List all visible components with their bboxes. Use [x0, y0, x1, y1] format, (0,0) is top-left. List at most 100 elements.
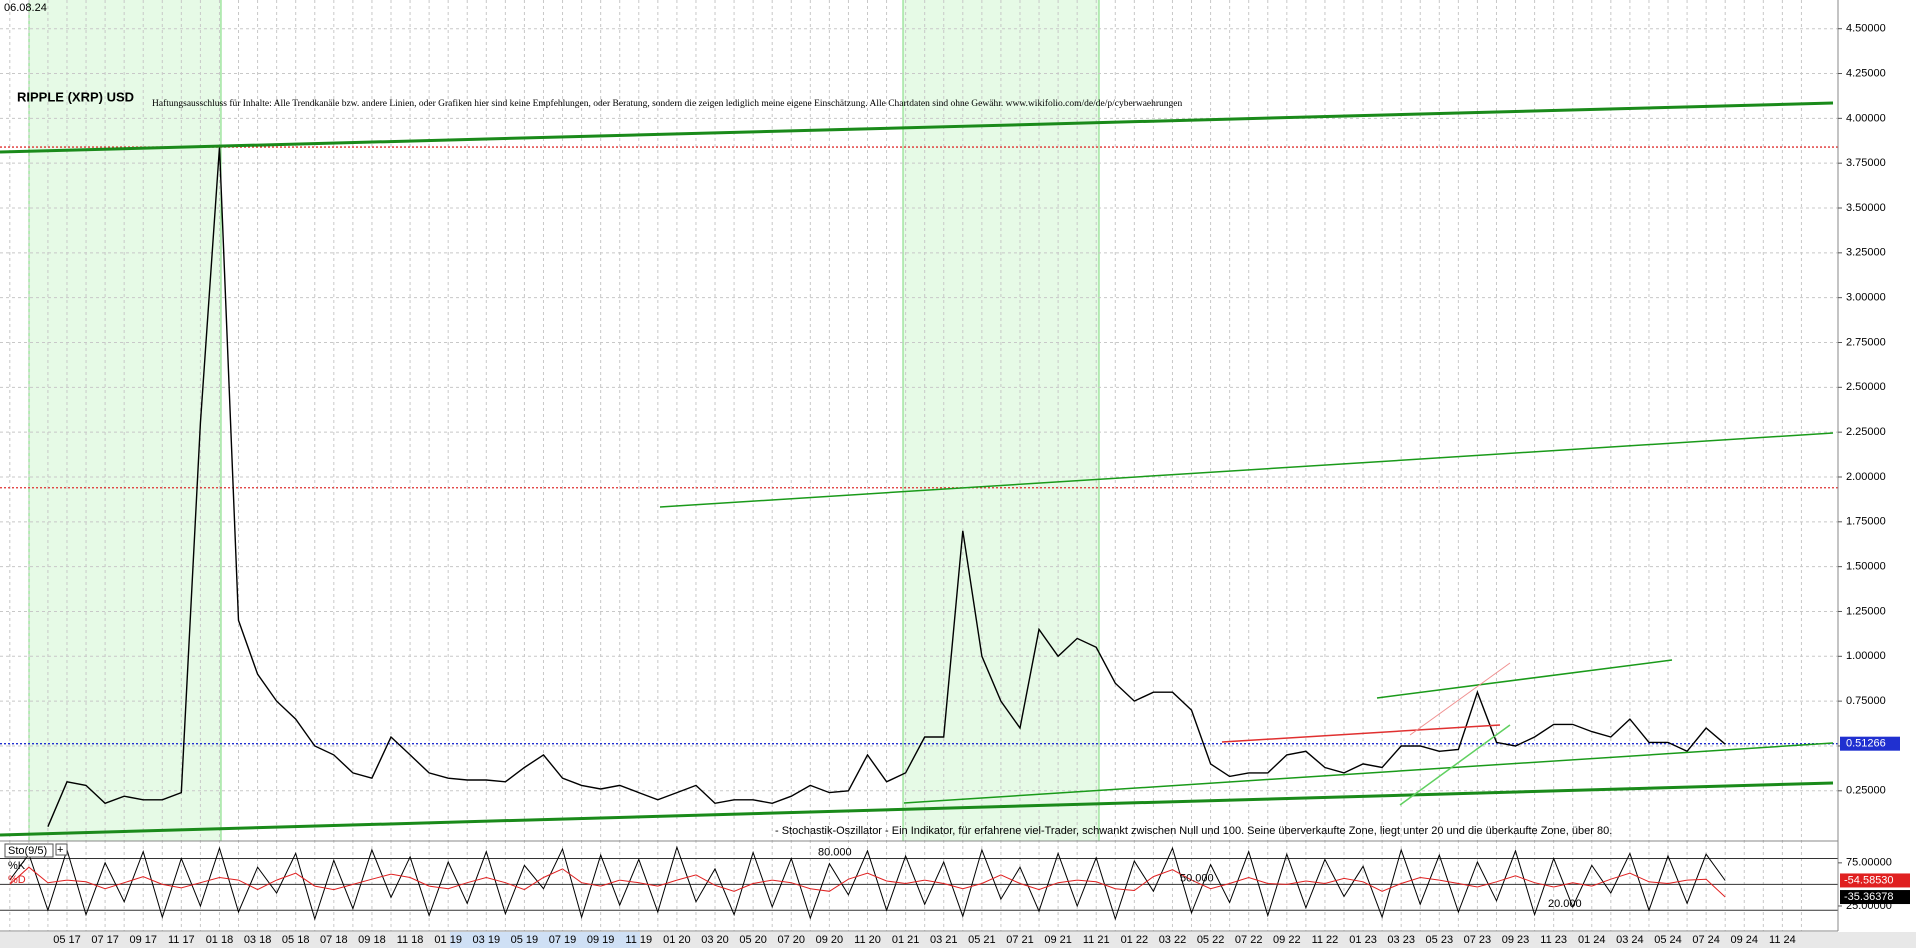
x-tick-label: 01 20: [663, 934, 691, 946]
x-tick-label: 05 20: [739, 934, 767, 946]
y-tick-label: 3.75000: [1846, 157, 1886, 169]
y-tick-label: 0.75000: [1846, 695, 1886, 707]
x-tick-label: 09 24: [1730, 934, 1758, 946]
y-tick-label: 0.25000: [1846, 785, 1886, 797]
x-tick-label: 09 18: [358, 934, 386, 946]
x-tick-label: 03 23: [1387, 934, 1415, 946]
x-tick-label: 09 21: [1044, 934, 1072, 946]
level-label: 50.000: [1180, 872, 1214, 884]
y-tick-label: 3.50000: [1846, 202, 1886, 214]
legend-label: %D: [8, 874, 26, 886]
x-tick-label: 11 21: [1083, 934, 1110, 946]
x-tick-label: 09 22: [1273, 934, 1301, 946]
trendline: [903, 742, 1834, 804]
y-tick-label: 4.50000: [1846, 23, 1886, 35]
x-tick-label: 01 18: [206, 934, 234, 946]
x-tick-label: 01 19: [434, 934, 462, 946]
x-tick-label: 11 19: [625, 934, 652, 946]
x-tick-label: 05 21: [968, 934, 996, 946]
x-tick-label: 01 21: [892, 934, 920, 946]
marks: [0, 146, 1838, 921]
x-tick-label: 07 23: [1464, 934, 1492, 946]
note: - Stochastik-Oszillator - Ein Indikator,…: [775, 825, 1612, 837]
x-tick-label: 05 17: [53, 934, 81, 946]
x-tick-label: 11 20: [854, 934, 881, 946]
x-tick-label: 07 18: [320, 934, 348, 946]
x-tick-label: 03 22: [1159, 934, 1187, 946]
x-tick-label: 03 24: [1616, 934, 1644, 946]
x-tick-label: 09 23: [1502, 934, 1530, 946]
trendline: [0, 781, 1834, 837]
series-line: [9, 845, 1726, 921]
expand-icon[interactable]: +: [57, 844, 63, 856]
x-tick-label: 07 17: [91, 934, 119, 946]
legend-label: %K: [8, 860, 26, 872]
x-tick-label: 09 20: [816, 934, 844, 946]
x-tick-label: 11 18: [397, 934, 424, 946]
x-tick-label: 07 20: [777, 934, 805, 946]
trendlines: [0, 101, 1834, 837]
y-tick-label: 4.25000: [1846, 67, 1886, 79]
x-tick-label: 07 21: [1006, 934, 1034, 946]
y-tick-label: 1.25000: [1846, 605, 1886, 617]
value-badge: [1840, 736, 1900, 751]
x-tick-label: 03 21: [930, 934, 958, 946]
indicator-box: [4, 843, 54, 858]
value-badge: [1840, 890, 1910, 905]
value-badge-label: 0.51266: [1846, 738, 1886, 750]
x-tick-label: 09 17: [129, 934, 157, 946]
value-badge-label: -54.58530: [1844, 874, 1894, 886]
x-tick-label: 07 22: [1235, 934, 1263, 946]
value-badge: [1840, 873, 1910, 888]
y-tick-label: 3.00000: [1846, 292, 1886, 304]
x-tick-label: 11 24: [1769, 934, 1796, 946]
x-tick-label: 11 17: [168, 934, 195, 946]
x-tick-label: 03 19: [473, 934, 501, 946]
level-label: 80.000: [818, 846, 852, 858]
trendline: [1399, 724, 1511, 806]
x-tick-label: 07 24: [1692, 934, 1720, 946]
date-label: 06.08.24: [4, 2, 47, 14]
x-tick-label: 01 23: [1349, 934, 1377, 946]
disclaimer: Haftungsausschluss für Inhalte: Alle Tre…: [152, 98, 1183, 109]
series-line: [9, 866, 1726, 898]
x-tick-label: 05 23: [1426, 934, 1454, 946]
value-badge-label: -35.36378: [1844, 891, 1894, 903]
x-tick-label: 11 23: [1540, 934, 1567, 946]
y-tick-label: 75.00000: [1846, 857, 1892, 869]
y-tick-label: 1.50000: [1846, 561, 1886, 573]
trendline: [1376, 659, 1673, 699]
x-tick-label: 05 24: [1654, 934, 1682, 946]
y-tick-label: 1.75000: [1846, 516, 1886, 528]
x-tick-label: 05 19: [511, 934, 539, 946]
x-tick-label: 05 18: [282, 934, 310, 946]
chart-title: RIPPLE (XRP) USD: [17, 89, 134, 104]
trendline: [0, 101, 1834, 154]
indicator-name: Sto(9/5): [8, 845, 47, 857]
trendline: [1221, 724, 1501, 743]
grid: [0, 0, 1838, 931]
trendline: [1409, 662, 1511, 736]
x-tick-label: 03 18: [244, 934, 272, 946]
x-tick-label: 01 22: [1121, 934, 1149, 946]
y-tick-label: 3.25000: [1846, 247, 1886, 259]
y-tick-label: 2.00000: [1846, 471, 1886, 483]
series-line: [47, 146, 1726, 827]
trendline: [659, 432, 1834, 508]
x-tick-label: 09 19: [587, 934, 615, 946]
y-tick-label: 2.25000: [1846, 426, 1886, 438]
expand-button[interactable]: [55, 843, 68, 856]
y-tick-label: 2.50000: [1846, 381, 1886, 393]
highlight-zone: [29, 0, 221, 841]
y-tick-label: 1.00000: [1846, 650, 1886, 662]
y-tick-label: 2.75000: [1846, 336, 1886, 348]
x-tick-label: 07 19: [549, 934, 577, 946]
level-label: 20.000: [1548, 898, 1582, 910]
x-tick-label: 05 22: [1197, 934, 1225, 946]
x-tick-label: 11 22: [1312, 934, 1339, 946]
x-tick-label: 01 24: [1578, 934, 1606, 946]
y-tick-label: 4.00000: [1846, 112, 1886, 124]
x-axis-highlight: [450, 932, 640, 948]
